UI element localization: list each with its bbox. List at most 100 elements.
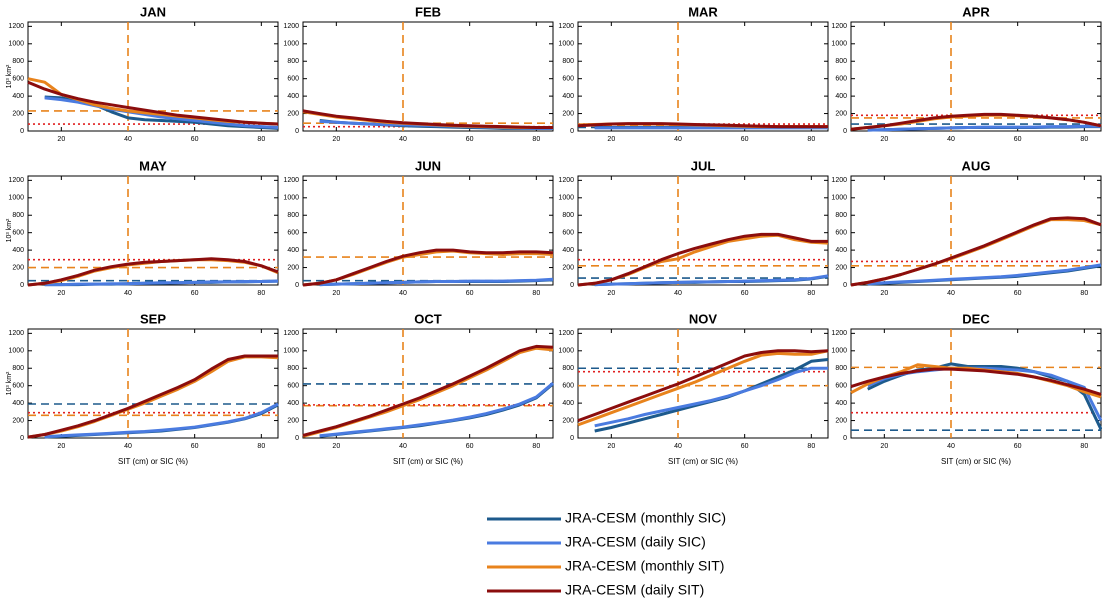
panel-title: SEP	[140, 311, 166, 326]
legend-label: JRA-CESM (monthly SIT)	[565, 558, 724, 574]
x-tick-label: 20	[332, 443, 340, 450]
y-tick-label: 400	[562, 400, 574, 407]
y-tick-label: 200	[562, 110, 574, 117]
y-tick-label: 1200	[283, 177, 299, 184]
x-tick-label: 60	[741, 136, 749, 143]
y-tick-label: 1200	[283, 23, 299, 30]
series-line	[44, 279, 279, 287]
panel: SEP 0 200 400 600 800 1000 1200 20 40 60 80 10³ km² S…	[6, 311, 279, 466]
x-tick-label: 80	[532, 136, 540, 143]
panel-title: AUG	[962, 158, 991, 173]
plot-frame	[850, 175, 1102, 286]
series-line	[44, 96, 279, 129]
y-tick-label: 1200	[8, 177, 24, 184]
x-axis-label: SIT (cm) or SIC (%)	[941, 457, 1011, 466]
y-tick-label: 1000	[558, 195, 574, 202]
y-tick-label: 1200	[558, 330, 574, 337]
series-line	[27, 257, 279, 287]
y-tick-label: 0	[295, 128, 299, 135]
y-tick-label: 200	[12, 417, 24, 424]
x-tick-label: 80	[1080, 136, 1088, 143]
y-tick-label: 800	[835, 58, 847, 65]
y-tick-label: 200	[12, 110, 24, 117]
x-tick-label: 60	[1014, 290, 1022, 297]
plot-frame	[27, 21, 279, 132]
y-tick-label: 600	[12, 383, 24, 390]
y-tick-label: 600	[287, 76, 299, 83]
series-line	[577, 349, 829, 427]
x-tick-label: 20	[57, 136, 65, 143]
panel-title: NOV	[689, 311, 718, 326]
y-tick-label: 200	[287, 264, 299, 271]
panel-title: JUN	[415, 158, 441, 173]
x-tick-label: 40	[399, 290, 407, 297]
y-tick-label: 1000	[558, 348, 574, 355]
x-axis-label: SIT (cm) or SIC (%)	[118, 457, 188, 466]
y-tick-label: 400	[287, 247, 299, 254]
x-tick-label: 20	[880, 290, 888, 297]
x-tick-label: 20	[332, 290, 340, 297]
y-tick-label: 0	[843, 435, 847, 442]
panel: OCT 0 200 400 600 800 1000 1200 20 40 60 80 SIT (cm)…	[283, 311, 554, 466]
x-tick-label: 40	[947, 136, 955, 143]
series-line	[577, 122, 828, 129]
y-tick-label: 600	[12, 76, 24, 83]
series-line	[44, 403, 279, 439]
y-tick-label: 200	[287, 110, 299, 117]
x-tick-label: 20	[880, 443, 888, 450]
y-tick-label: 1000	[283, 195, 299, 202]
y-tick-label: 600	[12, 230, 24, 237]
y-tick-label: 200	[562, 264, 574, 271]
series-line	[867, 124, 1101, 132]
x-tick-label: 80	[532, 290, 540, 297]
plot-frame	[302, 21, 554, 132]
plot-frame	[27, 328, 279, 439]
y-tick-label: 1000	[283, 41, 299, 48]
y-tick-label: 200	[835, 110, 847, 117]
panel: APR 0 200 400 600 800 1000 1200 20 40 60 80	[831, 4, 1102, 143]
y-tick-label: 1200	[8, 23, 24, 30]
x-tick-label: 60	[466, 443, 474, 450]
panel-title: JUL	[691, 158, 716, 173]
y-tick-label: 1000	[558, 41, 574, 48]
x-tick-label: 60	[466, 290, 474, 297]
x-tick-label: 80	[1080, 290, 1088, 297]
x-tick-label: 40	[947, 443, 955, 450]
series-line	[302, 248, 554, 287]
y-tick-label: 1200	[831, 177, 847, 184]
y-tick-label: 600	[562, 76, 574, 83]
series-line	[319, 277, 554, 287]
x-tick-label: 20	[57, 443, 65, 450]
x-tick-label: 60	[741, 443, 749, 450]
panel: JUN 0 200 400 600 800 1000 1200 20 40 60 80	[283, 158, 554, 297]
panel: FEB 0 200 400 600 800 1000 1200 20 40 60 80	[283, 4, 554, 143]
series-line	[850, 218, 1102, 287]
x-tick-label: 80	[257, 443, 265, 450]
plot-frame	[850, 21, 1102, 132]
series-line	[302, 109, 553, 129]
y-tick-label: 1000	[831, 348, 847, 355]
y-tick-label: 600	[835, 230, 847, 237]
x-tick-label: 60	[191, 136, 199, 143]
x-tick-label: 80	[532, 443, 540, 450]
y-tick-label: 200	[12, 264, 24, 271]
x-tick-label: 80	[257, 136, 265, 143]
y-tick-label: 1200	[283, 330, 299, 337]
panel-title: OCT	[414, 311, 442, 326]
plot-frame	[577, 21, 829, 132]
y-axis-label: 10³ km²	[6, 218, 13, 242]
series-line	[577, 349, 829, 423]
legend-label: JRA-CESM (daily SIT)	[565, 582, 704, 598]
series-line	[577, 232, 828, 287]
legend-label: JRA-CESM (daily SIC)	[565, 534, 706, 550]
panel-title: MAY	[139, 158, 167, 173]
y-tick-label: 600	[562, 383, 574, 390]
x-tick-label: 60	[191, 290, 199, 297]
panel-title: FEB	[415, 4, 441, 19]
y-tick-label: 800	[12, 365, 24, 372]
y-tick-label: 0	[20, 128, 24, 135]
y-tick-label: 1000	[8, 195, 24, 202]
y-tick-label: 400	[835, 247, 847, 254]
y-tick-label: 200	[287, 417, 299, 424]
panel-title: JAN	[140, 4, 166, 19]
